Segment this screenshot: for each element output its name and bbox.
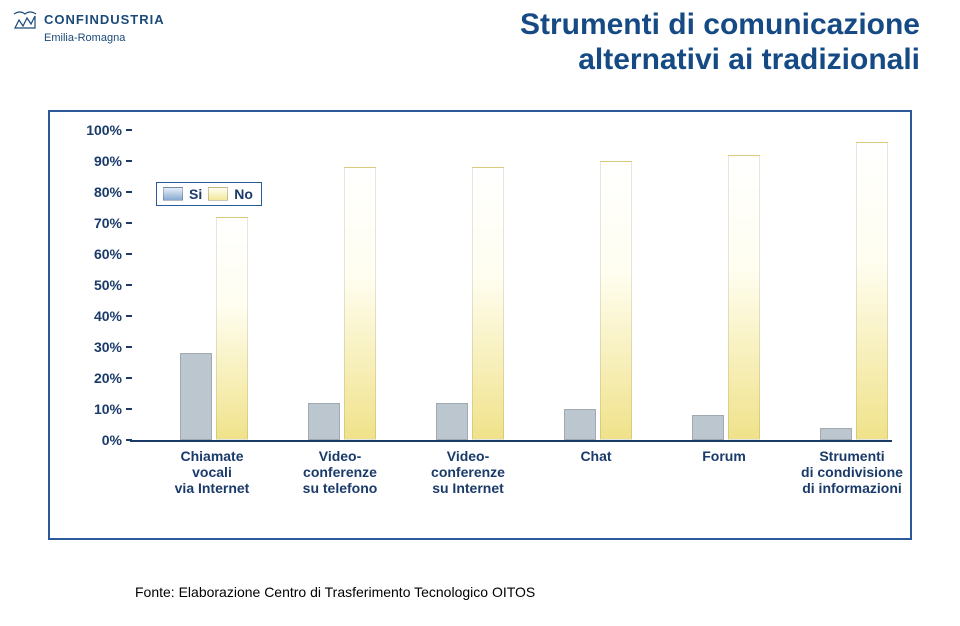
- y-tick: 60%: [68, 246, 122, 262]
- logo-main: CONFINDUSTRIA: [44, 12, 165, 27]
- category-label: Video-conferenzesu Internet: [406, 448, 530, 496]
- legend-swatch-si: [163, 187, 183, 201]
- y-tick: 50%: [68, 277, 122, 293]
- bar-no: [472, 167, 504, 440]
- page-title: Strumenti di comunicazione alternativi a…: [520, 8, 920, 77]
- y-tick: 70%: [68, 215, 122, 231]
- category-label: Chiamatevocalivia Internet: [150, 448, 274, 496]
- y-tick: 30%: [68, 339, 122, 355]
- category-label: Forum: [662, 448, 786, 464]
- y-tick: 90%: [68, 153, 122, 169]
- title-line1: Strumenti di comunicazione: [520, 8, 920, 43]
- legend-label-si: Si: [189, 186, 202, 202]
- y-tick: 100%: [68, 122, 122, 138]
- bar-si: [436, 403, 468, 440]
- eagle-icon: [12, 8, 38, 30]
- source-text: Fonte: Elaborazione Centro di Trasferime…: [135, 584, 535, 600]
- y-tick: 20%: [68, 370, 122, 386]
- category-label: Video-conferenzesu telefono: [278, 448, 402, 496]
- chart-legend: Si No: [156, 182, 262, 206]
- bar-no: [856, 142, 888, 440]
- bar-si: [820, 428, 852, 440]
- bar-si: [180, 353, 212, 440]
- bar-si: [692, 415, 724, 440]
- chart-plot: 0%10%20%30%40%50%60%70%80%90%100%: [130, 130, 892, 442]
- title-line2: alternativi ai tradizionali: [520, 43, 920, 78]
- logo-sub: Emilia-Romagna: [44, 32, 192, 44]
- y-tick: 80%: [68, 184, 122, 200]
- category-label: Chat: [534, 448, 658, 464]
- y-tick: 40%: [68, 308, 122, 324]
- bar-no: [216, 217, 248, 440]
- chart-container: 0%10%20%30%40%50%60%70%80%90%100% Si No …: [48, 110, 912, 540]
- bar-no: [344, 167, 376, 440]
- legend-swatch-no: [208, 187, 228, 201]
- category-label: Strumentidi condivisionedi informazioni: [790, 448, 914, 496]
- bar-no: [600, 161, 632, 440]
- bar-si: [308, 403, 340, 440]
- y-tick: 0%: [68, 432, 122, 448]
- bar-no: [728, 155, 760, 440]
- logo-block: CONFINDUSTRIA Emilia-Romagna: [12, 8, 192, 44]
- bar-si: [564, 409, 596, 440]
- y-tick: 10%: [68, 401, 122, 417]
- legend-label-no: No: [234, 186, 253, 202]
